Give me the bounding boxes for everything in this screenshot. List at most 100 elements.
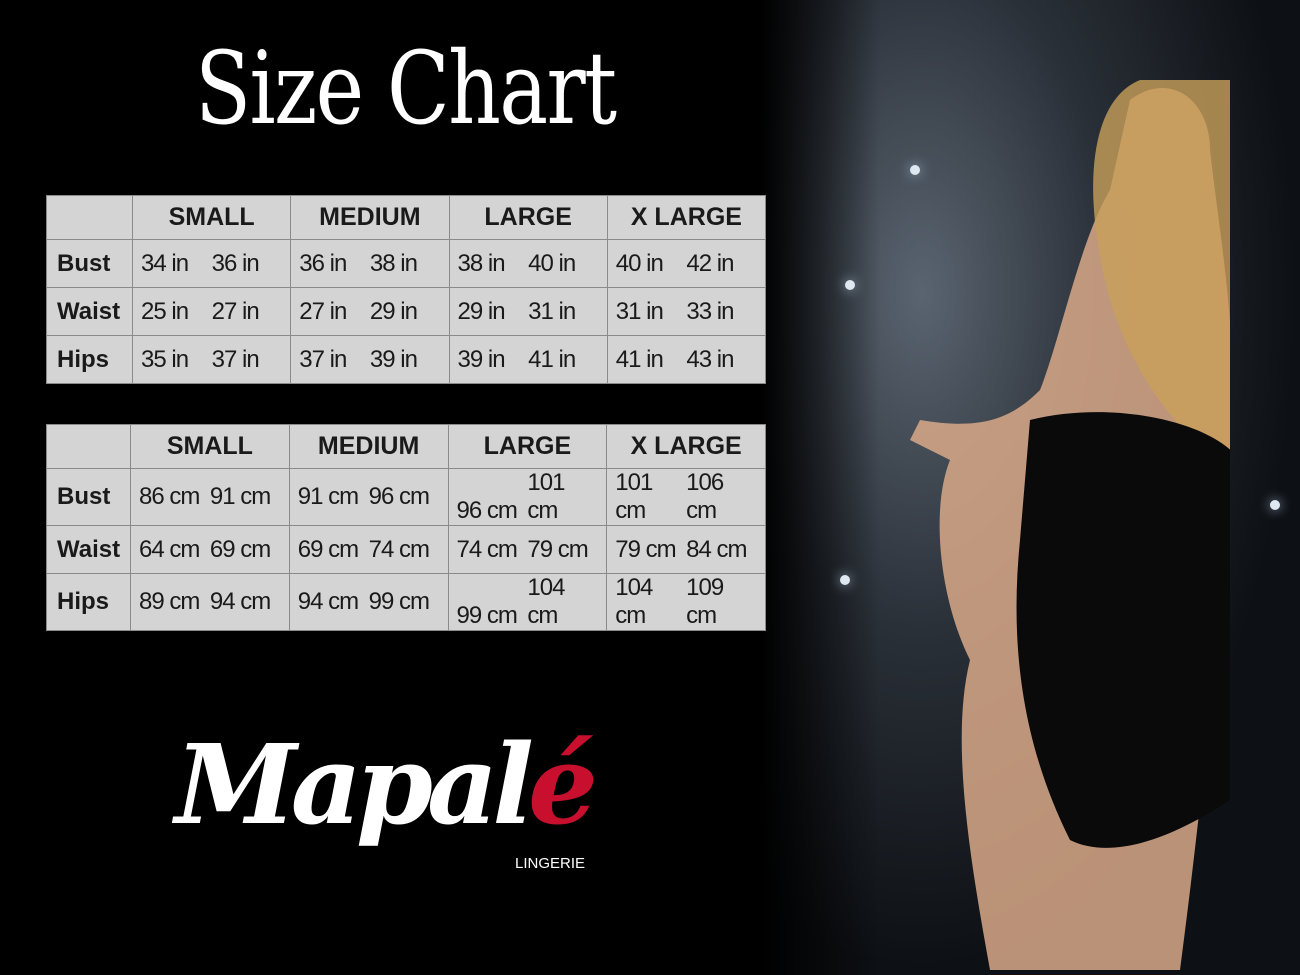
max-value: 104 cm <box>527 574 565 629</box>
min-value: 69 cm <box>297 535 359 563</box>
header-row: SMALL MEDIUM LARGE X LARGE <box>46 195 767 240</box>
model-photo <box>760 0 1300 975</box>
size-header: X LARGE <box>606 424 766 469</box>
size-cell: 101 cm 106 cm <box>606 468 766 526</box>
size-cell: 38 in 40 in <box>448 239 608 288</box>
size-cell: 89 cm 94 cm <box>130 573 290 631</box>
row-label: Waist <box>46 287 133 336</box>
max-value: 106 cm <box>686 469 724 524</box>
min-value: 101 cm <box>615 469 653 524</box>
size-cell: 104 cm 109 cm <box>606 573 766 631</box>
min-value: 96 cm <box>456 497 518 524</box>
size-cell: 40 in 42 in <box>606 239 767 288</box>
tufted-button <box>910 165 920 175</box>
min-value: 29 in <box>457 297 506 325</box>
max-value: 31 in <box>528 297 576 325</box>
min-value: 39 in <box>457 345 506 373</box>
min-value: 64 cm <box>139 535 200 563</box>
max-value: 99 cm <box>368 588 430 615</box>
row-label: Hips <box>46 573 131 631</box>
tufted-button <box>845 280 855 290</box>
table-row: Bust 34 in 36 in 36 in 38 in 38 in 40 in 40 in 4… <box>46 239 767 288</box>
max-value: 69 cm <box>209 535 271 563</box>
size-cell: 27 in 29 in <box>290 287 450 336</box>
size-cell: 94 cm 99 cm <box>288 573 449 631</box>
table-row: Waist 64 cm 69 cm 69 cm 74 cm 74 cm 79 cm 79 cm… <box>46 525 766 574</box>
row-label: Waist <box>46 525 131 574</box>
size-header: MEDIUM <box>290 195 450 240</box>
min-value: 37 in <box>299 345 347 373</box>
size-cell: 25 in 27 in <box>131 287 292 336</box>
size-header: MEDIUM <box>288 424 449 469</box>
row-label: Bust <box>46 239 133 288</box>
min-value: 27 in <box>299 297 347 325</box>
max-value: 43 in <box>686 345 734 373</box>
table-row: Waist 25 in 27 in 27 in 29 in 29 in 31 in 31 in… <box>46 287 767 336</box>
max-value: 37 in <box>211 345 260 373</box>
min-value: 35 in <box>141 345 189 373</box>
size-cell: 64 cm 69 cm <box>130 525 290 574</box>
min-value: 91 cm <box>297 483 359 510</box>
min-value: 25 in <box>141 297 189 325</box>
size-cell: 79 cm 84 cm <box>606 525 766 574</box>
min-value: 40 in <box>615 249 664 277</box>
max-value: 109 cm <box>686 574 724 629</box>
size-cell: 31 in 33 in <box>606 287 767 336</box>
max-value: 40 in <box>528 249 576 277</box>
max-value: 101 cm <box>527 469 565 524</box>
min-value: 86 cm <box>139 483 200 510</box>
min-value: 38 in <box>457 249 506 277</box>
min-value: 34 in <box>141 249 189 277</box>
size-table-cm: SMALL MEDIUM LARGE X LARGE Bust 86 cm 91 c… <box>46 424 766 631</box>
max-value: 41 in <box>528 345 576 373</box>
max-value: 38 in <box>369 249 418 277</box>
min-value: 74 cm <box>456 535 518 563</box>
size-cell: 86 cm 91 cm <box>130 468 290 526</box>
min-value: 36 in <box>299 249 347 277</box>
size-table-inches: SMALL MEDIUM LARGE X LARGE Bust 34 in 36 i… <box>46 195 767 384</box>
max-value: 79 cm <box>527 535 588 563</box>
size-cell: 91 cm 96 cm <box>288 468 449 526</box>
max-value: 96 cm <box>368 483 430 510</box>
size-header: LARGE <box>447 424 608 469</box>
table-row: Bust 86 cm 91 cm 91 cm 96 cm 96 cm101 cm 101 c… <box>46 468 766 526</box>
max-value: 27 in <box>211 297 260 325</box>
table-row: Hips 89 cm 94 cm 94 cm 99 cm 99 cm104 cm 104 c… <box>46 573 766 631</box>
max-value: 29 in <box>369 297 418 325</box>
size-cell: 37 in 39 in <box>290 335 450 384</box>
max-value: 84 cm <box>686 535 747 563</box>
min-value: 89 cm <box>139 588 200 615</box>
max-value: 94 cm <box>209 588 271 615</box>
min-value: 104 cm <box>615 574 653 629</box>
min-value: 79 cm <box>615 535 676 563</box>
row-label: Bust <box>46 468 131 526</box>
size-header: SMALL <box>131 195 292 240</box>
tufted-button <box>840 575 850 585</box>
size-cell: 39 in 41 in <box>448 335 608 384</box>
brand-subtitle: LINGERIE <box>515 855 586 872</box>
size-header: SMALL <box>130 424 290 469</box>
size-cell: 96 cm 101 cm <box>447 468 608 526</box>
max-value: 33 in <box>686 297 734 325</box>
min-value: 31 in <box>615 297 664 325</box>
min-value: 94 cm <box>297 588 359 615</box>
model-silhouette <box>910 80 1230 970</box>
brand-logo: Mapalé <box>175 720 598 849</box>
max-value: 74 cm <box>368 535 430 563</box>
max-value: 42 in <box>686 249 734 277</box>
size-cell: 36 in 38 in <box>290 239 450 288</box>
row-label: Hips <box>46 335 133 384</box>
tufted-button <box>1270 500 1280 510</box>
max-value: 36 in <box>211 249 260 277</box>
table-row: Hips 35 in 37 in 37 in 39 in 39 in 41 in 41 in 4… <box>46 335 767 384</box>
size-cell: 69 cm 74 cm <box>288 525 449 574</box>
min-value: 41 in <box>615 345 664 373</box>
size-cell: 29 in 31 in <box>448 287 608 336</box>
min-value: 99 cm <box>456 602 518 629</box>
size-cell: 74 cm 79 cm <box>447 525 608 574</box>
size-cell: 41 in 43 in <box>606 335 767 384</box>
size-cell: 99 cm 104 cm <box>447 573 608 631</box>
max-value: 91 cm <box>209 483 271 510</box>
size-cell: 34 in 36 in <box>131 239 292 288</box>
page-title: Size Chart <box>195 30 617 147</box>
